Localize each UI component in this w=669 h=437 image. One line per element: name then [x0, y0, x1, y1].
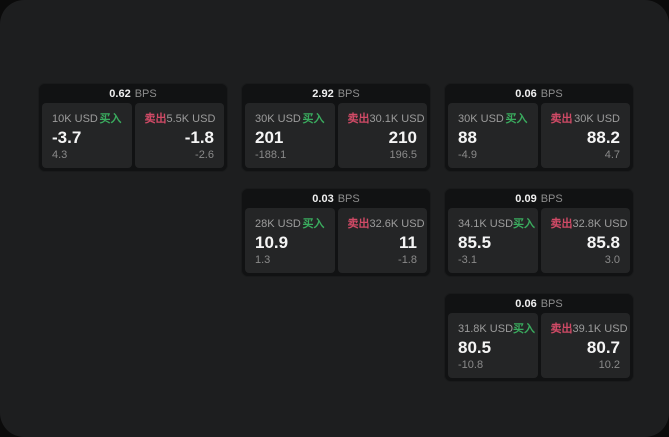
sell-delta: 10.2 [598, 359, 620, 371]
buy-tile[interactable]: 30K USD 买入 201 -188.1 [245, 103, 335, 168]
buy-price: 201 [255, 127, 284, 147]
buy-delta: 1.3 [255, 254, 271, 266]
sell-label: 卖出 [550, 218, 573, 230]
sell-label: 卖出 [550, 323, 573, 335]
sell-price: -1.8 [184, 127, 214, 147]
sell-tile[interactable]: 卖出 32.6K USD 11 -1.8 [337, 208, 427, 273]
sell-price: 210 [388, 127, 417, 147]
sell-tile[interactable]: 卖出 30K USD 88.2 4.7 [540, 103, 630, 168]
sell-price: 11 [399, 232, 417, 252]
bps-label: BPS [337, 88, 360, 100]
sell-delta: 196.5 [389, 149, 417, 161]
buy-label: 买入 [302, 218, 325, 230]
sell-size: 30K USD [574, 113, 620, 125]
quote-card: 0.09 BPS 34.1K USD 买入 85.5 -3.1 卖出 32.8K … [444, 188, 634, 277]
sell-tile[interactable]: 卖出 39.1K USD 80.7 10.2 [540, 313, 630, 378]
bps-header: 0.09 BPS [445, 189, 633, 208]
sell-label: 卖出 [347, 218, 370, 230]
sell-label: 卖出 [550, 113, 573, 125]
buy-size: 28K USD [255, 218, 301, 230]
sell-label: 卖出 [144, 113, 167, 125]
buy-tile[interactable]: 10K USD 买入 -3.7 4.3 [42, 103, 132, 168]
quote-grid: 0.62 BPS 10K USD 买入 -3.7 4.3 卖出 5.5K USD [38, 83, 634, 382]
buy-label: 买入 [505, 113, 528, 125]
buy-tile[interactable]: 31.8K USD 买入 80.5 -10.8 [448, 313, 538, 378]
bps-label: BPS [540, 88, 563, 100]
buy-delta: -3.1 [458, 254, 477, 266]
sell-size: 30.1K USD [369, 113, 425, 125]
bps-label: BPS [540, 193, 563, 205]
bps-header: 0.06 BPS [445, 84, 633, 103]
buy-price: 80.5 [458, 337, 492, 357]
sell-tile[interactable]: 卖出 32.8K USD 85.8 3.0 [540, 208, 630, 273]
buy-delta: 4.3 [52, 149, 68, 161]
bps-header: 0.03 BPS [242, 189, 430, 208]
buy-label: 买入 [513, 323, 536, 335]
sell-label: 卖出 [347, 113, 370, 125]
buy-size: 10K USD [52, 113, 98, 125]
buy-price: -3.7 [52, 127, 82, 147]
sell-price: 85.8 [586, 232, 620, 252]
buy-tile[interactable]: 34.1K USD 买入 85.5 -3.1 [448, 208, 538, 273]
buy-size: 31.8K USD [458, 323, 514, 335]
buy-label: 买入 [99, 113, 122, 125]
bps-value: 0.09 [515, 193, 537, 205]
buy-size: 30K USD [458, 113, 504, 125]
sell-tile[interactable]: 卖出 5.5K USD -1.8 -2.6 [134, 103, 224, 168]
sell-delta: -1.8 [398, 254, 417, 266]
quote-card: 0.06 BPS 30K USD 买入 88 -4.9 卖出 30K USD [444, 83, 634, 172]
sell-delta: -2.6 [195, 149, 214, 161]
buy-size: 30K USD [255, 113, 301, 125]
buy-delta: -188.1 [255, 149, 287, 161]
buy-price: 85.5 [458, 232, 492, 252]
sell-tile[interactable]: 卖出 30.1K USD 210 196.5 [337, 103, 427, 168]
sell-size: 32.6K USD [369, 218, 425, 230]
sell-price: 80.7 [586, 337, 620, 357]
bps-value: 0.62 [109, 88, 131, 100]
buy-label: 买入 [302, 113, 325, 125]
bps-header: 2.92 BPS [242, 84, 430, 103]
bps-label: BPS [134, 88, 157, 100]
quote-card: 0.62 BPS 10K USD 买入 -3.7 4.3 卖出 5.5K USD [38, 83, 228, 172]
quote-card: 2.92 BPS 30K USD 买入 201 -188.1 卖出 30.1K U… [241, 83, 431, 172]
bps-header: 0.62 BPS [39, 84, 227, 103]
sell-size: 32.8K USD [572, 218, 628, 230]
buy-size: 34.1K USD [458, 218, 514, 230]
sell-price: 88.2 [586, 127, 620, 147]
bps-value: 2.92 [312, 88, 334, 100]
sell-size: 5.5K USD [166, 113, 216, 125]
bps-value: 0.06 [515, 88, 537, 100]
quote-card: 0.06 BPS 31.8K USD 买入 80.5 -10.8 卖出 39.1K… [444, 293, 634, 382]
sell-delta: 4.7 [604, 149, 620, 161]
quote-card: 0.03 BPS 28K USD 买入 10.9 1.3 卖出 32.6K USD [241, 188, 431, 277]
sell-delta: 3.0 [604, 254, 620, 266]
bps-label: BPS [540, 298, 563, 310]
buy-delta: -4.9 [458, 149, 477, 161]
bps-value: 0.03 [312, 193, 334, 205]
buy-price: 10.9 [255, 232, 289, 252]
buy-price: 88 [458, 127, 477, 147]
bps-value: 0.06 [515, 298, 537, 310]
bps-header: 0.06 BPS [445, 294, 633, 313]
buy-tile[interactable]: 28K USD 买入 10.9 1.3 [245, 208, 335, 273]
sell-size: 39.1K USD [572, 323, 628, 335]
buy-delta: -10.8 [458, 359, 484, 371]
buy-label: 买入 [513, 218, 536, 230]
buy-tile[interactable]: 30K USD 买入 88 -4.9 [448, 103, 538, 168]
bps-label: BPS [337, 193, 360, 205]
